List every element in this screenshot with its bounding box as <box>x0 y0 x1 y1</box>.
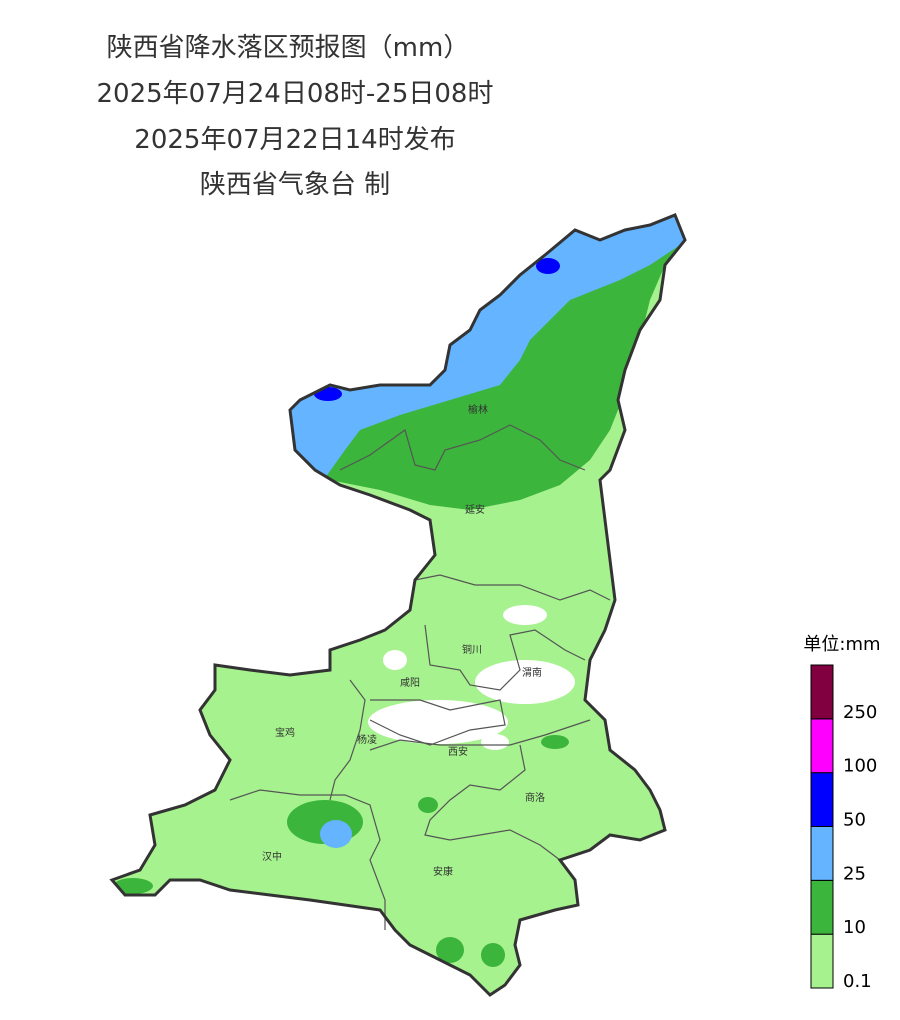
city-label: 榆林 <box>468 403 488 416</box>
legend-label: 0.1 <box>843 971 872 992</box>
area-10 <box>436 937 464 963</box>
legend-label: 10 <box>843 917 866 938</box>
city-borders <box>229 424 611 930</box>
legend-swatch <box>810 879 834 935</box>
legend-label: 25 <box>843 863 866 884</box>
city-label: 安康 <box>433 865 453 878</box>
area-10 <box>113 878 153 894</box>
city-label: 延安 <box>465 503 485 516</box>
legend-label: 100 <box>843 756 877 777</box>
city-label: 杨凌 <box>357 733 377 746</box>
area-none <box>383 650 407 670</box>
legend-label: 50 <box>843 810 866 831</box>
legend-swatch <box>810 826 834 881</box>
city-label: 汉中 <box>262 850 282 863</box>
area-10 <box>541 735 569 749</box>
area-50 <box>314 387 342 401</box>
legend-swatch <box>810 664 834 720</box>
city-label: 商洛 <box>525 791 545 804</box>
legend-title: 单位:mm <box>803 634 880 655</box>
period: 2025年07月24日08时-25日08时 <box>97 79 494 109</box>
area-none <box>503 605 547 625</box>
legend-swatch <box>810 933 834 989</box>
agency: 陕西省气象台 制 <box>200 170 390 200</box>
legend-swatch <box>810 718 834 774</box>
rain-areas <box>112 215 685 995</box>
area-10 <box>418 797 438 813</box>
city-label: 西安 <box>448 745 468 758</box>
area-none <box>481 734 509 750</box>
legend: 0.1 10 25 50 100 250 <box>810 664 877 992</box>
city-label: 咸阳 <box>400 677 420 689</box>
city-label: 铜川 <box>462 644 482 656</box>
city-label: 宝鸡 <box>275 726 295 739</box>
title: 陕西省降水落区预报图（mm） <box>107 33 470 63</box>
area-none <box>475 660 575 704</box>
issued: 2025年07月22日14时发布 <box>134 125 455 155</box>
city-label: 渭南 <box>522 666 542 679</box>
legend-swatch <box>810 772 834 828</box>
area-50 <box>536 258 560 274</box>
area-25 <box>320 820 352 848</box>
legend-label: 250 <box>843 702 877 723</box>
area-10 <box>481 943 505 967</box>
area-none <box>368 700 508 744</box>
